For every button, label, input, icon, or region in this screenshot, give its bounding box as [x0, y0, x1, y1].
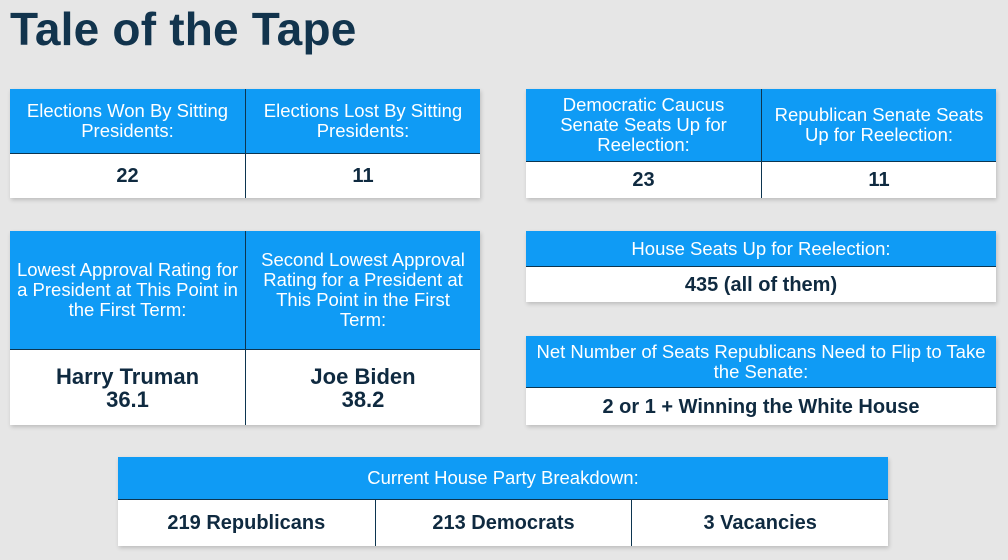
- approval-lowest-header: Lowest Approval Rating for a President a…: [10, 231, 245, 350]
- approval-second-name: Joe Biden: [310, 363, 416, 389]
- party-header: Current House Party Breakdown:: [118, 457, 888, 500]
- flip-value: 2 or 1 + Winning the White House: [526, 388, 996, 425]
- elections-lost-value: 11: [245, 154, 480, 198]
- senate-dem-header: Democratic Caucus Senate Seats Up for Re…: [526, 89, 761, 162]
- approval-second-header: Second Lowest Approval Rating for a Pres…: [245, 231, 480, 350]
- approval-card: Lowest Approval Rating for a President a…: [10, 231, 480, 425]
- approval-lowest-name: Harry Truman: [55, 363, 200, 389]
- house-card: House Seats Up for Reelection: 435 (all …: [526, 231, 996, 302]
- approval-second-cell: Joe Biden 38.2: [245, 350, 480, 425]
- approval-lowest-cell: Harry Truman 36.1: [10, 350, 245, 425]
- page-title: Tale of the Tape: [10, 3, 357, 55]
- flip-card: Net Number of Seats Republicans Need to …: [526, 336, 996, 425]
- senate-card: Democratic Caucus Senate Seats Up for Re…: [526, 89, 996, 198]
- party-card: Current House Party Breakdown: 219 Repub…: [118, 457, 888, 546]
- senate-rep-header: Republican Senate Seats Up for Reelectio…: [761, 89, 996, 162]
- senate-rep-value: 11: [761, 162, 996, 198]
- house-header: House Seats Up for Reelection:: [526, 231, 996, 267]
- house-value: 435 (all of them): [526, 267, 996, 302]
- approval-second-value: 38.2: [341, 386, 385, 412]
- elections-lost-header: Elections Lost By Sitting Presidents:: [245, 89, 480, 154]
- party-republicans: 219 Republicans: [118, 500, 375, 546]
- flip-header: Net Number of Seats Republicans Need to …: [526, 336, 996, 388]
- elections-won-header: Elections Won By Sitting Presidents:: [10, 89, 245, 154]
- senate-dem-value: 23: [526, 162, 761, 198]
- elections-won-value: 22: [10, 154, 245, 198]
- approval-lowest-value: 36.1: [106, 386, 149, 412]
- elections-card: Elections Won By Sitting Presidents: Ele…: [10, 89, 480, 198]
- party-democrats: 213 Democrats: [374, 500, 632, 546]
- party-vacancies: 3 Vacancies: [631, 500, 888, 546]
